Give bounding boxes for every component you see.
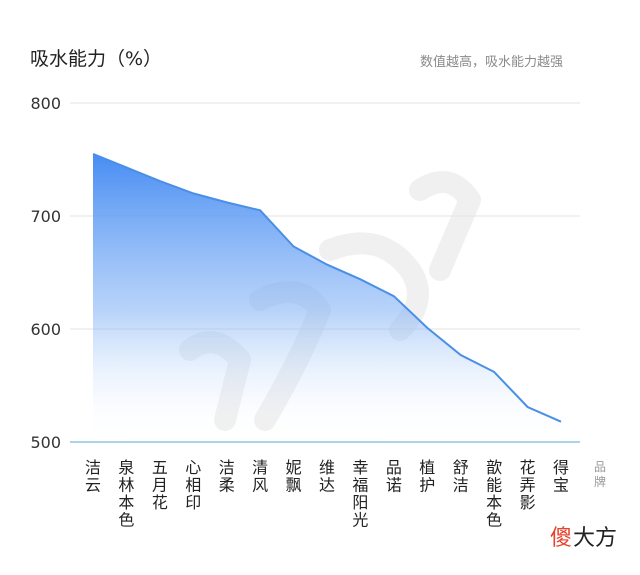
x-category-label: 花弄影 bbox=[520, 458, 536, 512]
x-category-label: 幸福阳光 bbox=[352, 458, 368, 530]
brand-logo-char: 傻 bbox=[550, 526, 572, 551]
x-axis-label: 品牌 bbox=[594, 460, 606, 489]
x-category-label: 维达 bbox=[319, 458, 335, 495]
y-tick-label: 700 bbox=[30, 207, 61, 226]
x-category-label: 植护 bbox=[419, 458, 435, 495]
area-fill bbox=[93, 153, 561, 442]
x-category-label: 品诺 bbox=[386, 458, 402, 495]
brand-logo-watermark: 傻 大方 bbox=[550, 526, 617, 551]
brand-logo-text: 大方 bbox=[573, 526, 617, 551]
x-axis-title: 品牌 bbox=[594, 460, 606, 489]
x-category-label: 泉林本色 bbox=[118, 458, 134, 530]
chart-subtitle: 数值越高，吸水能力越强 bbox=[420, 54, 563, 70]
x-category-label: 清风 bbox=[252, 458, 268, 495]
x-category-label: 歆能本色 bbox=[486, 458, 502, 530]
x-category-label: 心相印 bbox=[185, 458, 201, 512]
area-series bbox=[92, 152, 562, 442]
x-category-label: 洁云 bbox=[85, 458, 101, 495]
x-category-label: 舒洁 bbox=[453, 458, 469, 495]
y-tick-label: 600 bbox=[30, 320, 61, 339]
chart-title: 吸水能力（%） bbox=[30, 48, 162, 70]
y-tick-label: 800 bbox=[30, 94, 61, 113]
x-category-label: 五月花 bbox=[152, 458, 168, 512]
x-category-label: 得宝 bbox=[553, 458, 569, 495]
x-category-label: 洁柔 bbox=[219, 458, 235, 495]
y-axis-ticks: 500 600 700 800 bbox=[30, 94, 61, 452]
x-category-label: 妮飘 bbox=[286, 458, 302, 495]
y-tick-label: 500 bbox=[30, 433, 61, 452]
